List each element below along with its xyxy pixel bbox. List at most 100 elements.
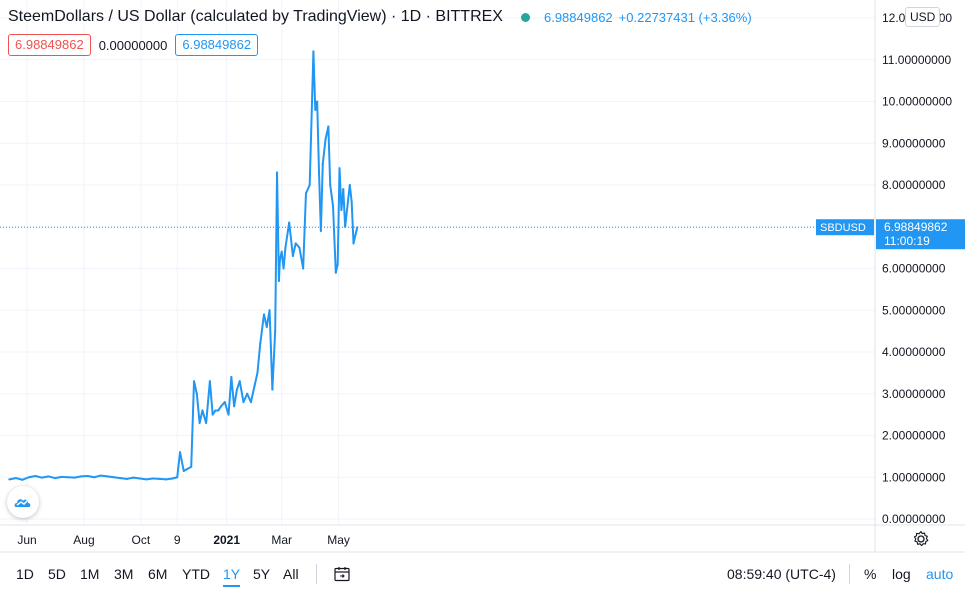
session-clock[interactable]: 08:59:40 (UTC-4) <box>727 566 836 582</box>
calendar-goto-date-icon[interactable] <box>333 565 351 583</box>
data-point <box>340 209 343 211</box>
series-segment <box>34 474 43 479</box>
series-segment <box>329 184 335 207</box>
range-all[interactable]: All <box>283 566 299 582</box>
data-point <box>308 184 311 186</box>
series-segment <box>233 388 238 408</box>
sell-price-pill[interactable]: 6.98849862 <box>8 34 91 56</box>
series-segment <box>312 50 317 111</box>
data-point <box>250 401 252 403</box>
data-point <box>182 470 185 472</box>
series-segment <box>86 474 96 479</box>
series-segment <box>21 476 30 481</box>
series-segment <box>230 376 236 408</box>
series-segment <box>288 221 294 257</box>
data-point <box>265 326 268 328</box>
data-point <box>220 405 222 408</box>
series-segment <box>145 477 154 481</box>
series-segment <box>282 246 287 270</box>
log-scale-toggle[interactable]: log <box>892 566 911 582</box>
symbol-tag <box>816 219 874 236</box>
currency-badge[interactable]: USD <box>905 7 941 27</box>
series-segment <box>205 380 211 424</box>
data-point <box>139 477 141 480</box>
range-1y[interactable]: 1Y <box>223 566 241 587</box>
series-segment <box>179 451 185 472</box>
auto-scale-toggle[interactable]: auto <box>926 566 954 582</box>
series-segment <box>308 50 315 186</box>
data-point <box>86 475 89 477</box>
chart-area[interactable]: Jun Aug Oct 9 2021 Mar May 0.00000000 1.0000000… <box>0 0 965 560</box>
data-point <box>302 267 305 270</box>
x-axis: Jun Aug Oct 9 2021 Mar May <box>0 0 965 553</box>
buy-price-pill[interactable]: 6.98849862 <box>175 34 259 56</box>
x-tick-label: Mar <box>271 533 292 547</box>
last-price-badge <box>876 219 965 250</box>
tradingview-logo-icon[interactable] <box>7 486 39 518</box>
toolbar-divider <box>316 564 317 584</box>
data-point <box>119 477 122 479</box>
y-axis: 0.00000000 1.00000000 2.00000000 3.00000000… <box>882 11 952 526</box>
data-point <box>280 250 283 253</box>
price-chart[interactable]: Jun Aug Oct 9 2021 Mar May 0.00000000 1.0000000… <box>0 0 965 560</box>
series-segment <box>193 380 198 395</box>
legend-change: +0.22737431 (+3.36%) <box>618 9 752 25</box>
data-point <box>284 246 287 249</box>
series-segment <box>352 234 357 245</box>
data-point <box>259 342 262 345</box>
range-1m[interactable]: 1M <box>80 566 100 582</box>
data-point <box>274 330 277 333</box>
series-segment <box>316 100 321 174</box>
data-point <box>282 267 285 270</box>
series-segment <box>348 184 353 203</box>
y-tick-label: 4.00000000 <box>882 345 946 359</box>
ohlc-row: 6.98849862 0.00000000 6.98849862 <box>8 34 259 56</box>
data-point <box>329 184 332 186</box>
range-3m[interactable]: 3M <box>114 566 134 582</box>
series-segment <box>112 476 122 480</box>
gear-icon[interactable] <box>912 530 930 548</box>
range-5y[interactable]: 5Y <box>253 566 271 582</box>
x-tick-label: 2021 <box>213 533 240 547</box>
data-point <box>8 478 11 481</box>
percent-scale-toggle[interactable]: % <box>864 566 877 582</box>
market-status-icon[interactable] <box>520 12 530 22</box>
grid <box>0 0 875 525</box>
y-tick-label: 0.00000000 <box>882 512 946 526</box>
range-1d[interactable]: 1D <box>16 566 34 582</box>
data-point <box>145 478 148 481</box>
range-6m[interactable]: 6M <box>148 566 168 582</box>
series-segment <box>259 313 265 345</box>
series-segment <box>342 188 347 228</box>
series-segment <box>302 192 307 270</box>
data-point <box>190 465 193 468</box>
data-point <box>236 388 238 391</box>
last-price-badge-value: 6.98849862 <box>884 220 948 234</box>
data-point <box>246 392 249 395</box>
symbol-title[interactable]: SteemDollars / US Dollar (calculated by … <box>8 8 503 25</box>
series-segment <box>125 476 135 480</box>
series-segment <box>27 474 37 479</box>
range-ytd[interactable]: YTD <box>182 566 210 582</box>
data-point <box>318 171 320 174</box>
data-point <box>60 475 63 478</box>
data-point <box>294 242 297 245</box>
bottom-toolbar: 1D 5D 1M 3M 6M YTD 1Y 5Y All 08:59:40 (U… <box>0 560 965 592</box>
series-segment <box>165 477 174 481</box>
data-point <box>217 409 220 412</box>
data-point <box>179 451 181 454</box>
series-segment <box>291 242 297 257</box>
data-point <box>238 380 241 383</box>
y-tick-label: 2.00000000 <box>882 429 946 443</box>
data-point <box>201 409 204 412</box>
range-5d[interactable]: 5D <box>48 566 66 582</box>
series-segment <box>249 384 256 404</box>
data-point <box>332 204 334 207</box>
series-segment <box>344 209 349 228</box>
data-point <box>342 188 345 191</box>
series-segment <box>54 475 63 480</box>
data-point <box>208 380 211 383</box>
data-point <box>93 476 96 479</box>
data-point <box>205 422 208 424</box>
